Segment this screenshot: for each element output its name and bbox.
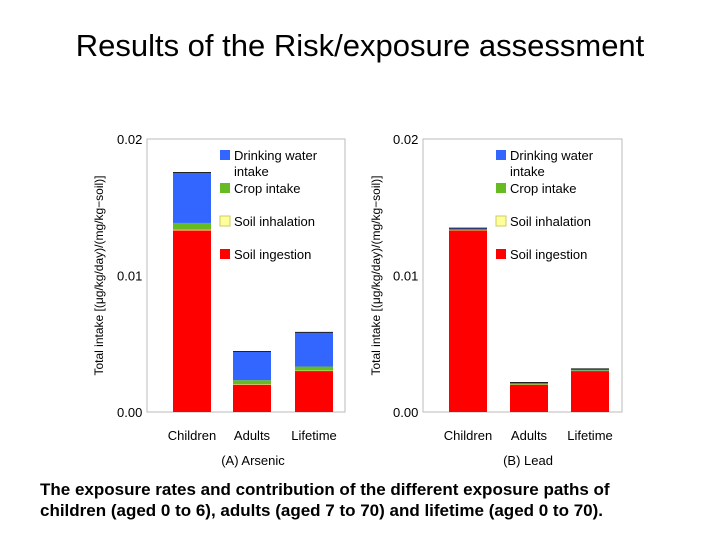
y-tick-label: 0.02 [117,132,142,147]
y-tick-label: 0.01 [393,269,418,284]
legend-label: Soil inhalation [234,214,315,229]
legend-label: Soil ingestion [234,247,311,262]
y-axis-label: Total intake [(μg/kg/day)/(mg/kg−soil)] [92,176,106,376]
legend-label: Drinking water intake [234,148,318,179]
bar-segment-crop [510,383,548,385]
x-tick-label: Adults [234,428,271,443]
legend-label: Crop intake [234,181,300,196]
legend-swatch-soil-inhalation [219,215,231,227]
legend-swatch-crop [496,183,506,193]
bar-segment-drinking-water [449,228,487,230]
caption-line-2: children (aged 0 to 6), adults (aged 7 t… [40,501,603,520]
y-tick-label: 0.02 [393,132,418,147]
x-tick-label: Children [444,428,492,443]
bar-segment-drinking-water [510,382,548,384]
y-axis-label: Total intake [(μg/kg/day)/(mg/kg−soil)] [369,176,383,376]
legend-label: Soil inhalation [510,214,591,229]
y-tick-label: 0.00 [393,405,418,420]
legend-swatch-soil-ingestion [220,249,230,259]
bar-segment-soil-ingestion [571,371,609,412]
bar-segment-crop [571,370,609,371]
bar-segment-drinking-water [295,332,333,367]
bar-segment-crop [173,222,211,230]
x-tick-label: Lifetime [291,428,337,443]
legend-swatch-soil-ingestion [496,249,506,259]
bar-segment-soil-inhalation [233,384,271,385]
bar-segment-drinking-water [173,172,211,223]
bar-segment-crop [449,229,487,231]
legend-swatch-drinking-water [496,150,506,160]
x-tick-label: Adults [511,428,548,443]
legend-swatch-drinking-water [220,150,230,160]
bar-segment-crop [233,380,271,385]
bar-segment-soil-ingestion [295,371,333,412]
bar-segment-soil-ingestion [173,230,211,412]
y-tick-label: 0.00 [117,405,142,420]
bar-segment-crop [295,366,333,371]
x-tick-label: Lifetime [567,428,613,443]
chart-1: 0.02 0.01 0.00 Total intake [(μg/kg/day)/(m… [369,132,623,468]
bar-segment-drinking-water [233,351,271,381]
bar-segment-soil-inhalation [295,370,333,372]
chart-title: (A) Arsenic [221,453,285,468]
legend-swatch-crop [220,183,230,193]
legend-swatch-soil-inhalation [495,215,507,227]
x-tick-label: Children [168,428,216,443]
bar-segment-soil-ingestion [449,230,487,412]
chart-0: 0.02 0.01 0.00 Total intake [(μg/kg/day)/(m… [92,132,346,468]
chart-title: (B) Lead [503,453,553,468]
bar-segment-drinking-water [571,368,609,371]
legend-label: Soil ingestion [510,247,587,262]
y-tick-label: 0.01 [117,269,142,284]
legend-label: Drinking water intake [510,148,594,179]
legend-label: Crop intake [510,181,576,196]
bar-segment-soil-ingestion [510,384,548,412]
caption-line-1: The exposure rates and contribution of t… [40,480,610,499]
bar-segment-soil-inhalation [173,229,211,231]
bar-segment-soil-ingestion [233,384,271,412]
slide-title: Results of the Risk/exposure assessment [75,28,645,63]
caption: The exposure rates and contribution of t… [40,479,700,521]
